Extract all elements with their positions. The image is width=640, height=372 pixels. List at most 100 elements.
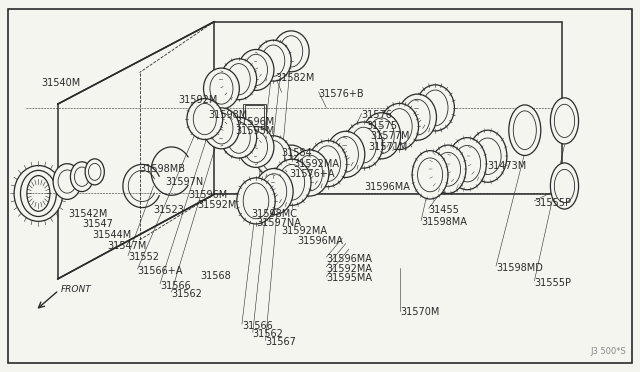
Text: 31566: 31566 [242,321,273,331]
Ellipse shape [255,136,291,177]
Ellipse shape [221,59,257,100]
Ellipse shape [280,36,303,67]
Ellipse shape [238,49,274,90]
Text: 31597NA: 31597NA [256,218,301,228]
Text: 31596MA: 31596MA [365,182,411,192]
Ellipse shape [509,105,541,155]
Ellipse shape [243,183,269,219]
Ellipse shape [468,130,507,182]
Text: FRONT: FRONT [61,285,92,294]
Bar [243,104,266,149]
Text: 31571M: 31571M [368,142,408,152]
Ellipse shape [404,99,430,135]
Text: 31596MA: 31596MA [326,254,372,264]
Text: 31598MC: 31598MC [251,209,297,219]
Ellipse shape [244,54,268,86]
Ellipse shape [448,138,486,190]
Text: 31592M: 31592M [197,200,237,209]
Ellipse shape [261,174,287,209]
Ellipse shape [351,127,376,163]
Ellipse shape [193,103,216,135]
Ellipse shape [187,99,223,140]
Text: 31544M: 31544M [93,230,132,240]
Ellipse shape [227,122,250,153]
Text: 31592MA: 31592MA [282,227,328,236]
Text: 31473M: 31473M [488,161,527,170]
Ellipse shape [308,141,347,187]
Ellipse shape [210,113,233,144]
Ellipse shape [85,159,104,185]
Ellipse shape [550,163,579,209]
Ellipse shape [227,64,250,95]
Ellipse shape [387,109,412,144]
Ellipse shape [297,155,323,191]
Ellipse shape [550,98,579,144]
Text: 31547M: 31547M [108,241,147,251]
Text: 31570M: 31570M [400,308,440,317]
Ellipse shape [430,145,466,193]
Ellipse shape [412,151,448,199]
Ellipse shape [237,178,275,224]
Ellipse shape [416,85,454,131]
Text: 31596M: 31596M [189,190,228,200]
Ellipse shape [273,145,309,186]
Text: J3 500*S: J3 500*S [590,347,626,356]
Text: 31592M: 31592M [178,95,218,105]
Text: 31597N: 31597N [165,177,204,186]
Text: 31455: 31455 [429,205,460,215]
Text: 31576: 31576 [362,110,392,120]
Ellipse shape [255,169,293,215]
Text: 31523: 31523 [154,205,184,215]
Bar [245,105,264,148]
Text: 31598MB: 31598MB [140,164,186,174]
Ellipse shape [70,162,93,192]
Text: 31552: 31552 [128,253,159,262]
Ellipse shape [204,68,239,109]
Text: 31576+B: 31576+B [319,89,364,99]
Ellipse shape [369,118,394,154]
Text: 31566: 31566 [160,281,191,291]
Text: 31555P: 31555P [534,278,572,288]
Text: 31562: 31562 [253,329,284,339]
Text: 31584: 31584 [282,148,312,157]
Text: 31596M: 31596M [236,117,275,127]
Ellipse shape [291,150,329,196]
Text: 31555P: 31555P [534,198,572,208]
Ellipse shape [273,31,309,72]
Text: 31598MA: 31598MA [421,218,467,227]
Ellipse shape [280,150,303,181]
Text: 31568: 31568 [200,271,231,281]
Ellipse shape [326,131,365,177]
Ellipse shape [210,73,233,104]
Ellipse shape [273,159,311,205]
Text: 31595M: 31595M [236,126,275,136]
Ellipse shape [204,108,239,149]
Ellipse shape [380,103,419,150]
Text: 31582M: 31582M [275,73,315,83]
Text: 31562: 31562 [172,289,202,299]
Text: 31598M: 31598M [208,110,247,119]
Ellipse shape [398,94,436,140]
Ellipse shape [244,131,268,163]
Ellipse shape [255,40,291,81]
Text: 31547: 31547 [82,219,113,229]
Ellipse shape [315,146,340,182]
Ellipse shape [238,126,274,167]
Ellipse shape [362,113,401,159]
Text: 31592MA: 31592MA [326,264,372,273]
Text: 31577M: 31577M [370,131,410,141]
Text: 31566+A: 31566+A [138,266,183,276]
Text: 31598MD: 31598MD [496,263,543,273]
Ellipse shape [221,117,257,158]
Ellipse shape [333,137,358,172]
Text: 31592MA: 31592MA [293,159,339,169]
Ellipse shape [422,90,448,126]
Text: 31540M: 31540M [42,78,81,87]
Text: 31595MA: 31595MA [326,273,372,283]
Text: 31542M: 31542M [68,209,108,219]
Ellipse shape [53,164,81,199]
Text: 31567: 31567 [266,337,296,347]
Ellipse shape [262,141,285,172]
Ellipse shape [14,166,63,221]
Ellipse shape [262,45,285,76]
